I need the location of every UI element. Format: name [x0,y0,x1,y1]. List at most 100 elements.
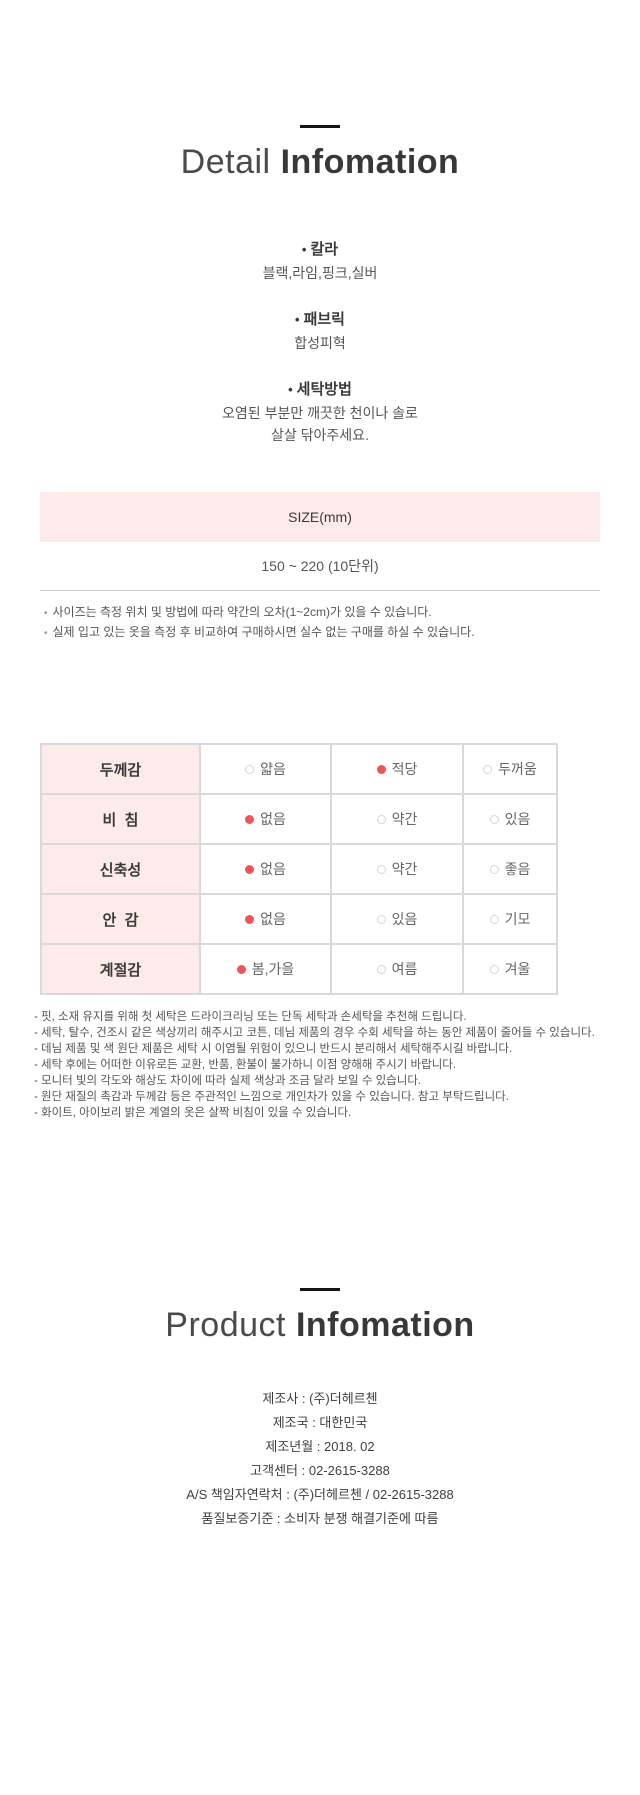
spec-header-label: 세탁방법 [296,381,352,398]
bullet-icon: • [301,242,307,257]
size-table: SIZE(mm) 150 ~ 220 (10단위) [40,492,600,591]
product-title-bold: Infomation [295,1306,475,1344]
radio-icon [245,914,255,924]
product-title-rule [300,1288,340,1291]
size-note-text: 사이즈는 측정 위치 및 방법에 따라 약간의 오차(1~2cm)가 있을 수 … [52,605,432,619]
radio-icon [489,814,499,824]
size-notes: • 사이즈는 측정 위치 및 방법에 따라 약간의 오차(1~2cm)가 있을 수… [44,603,640,643]
bullet-icon: • [44,628,48,639]
feature-row-label-thickness: 두께감 [41,744,200,794]
radio-icon [245,864,255,874]
care-note: - 핏, 소재 유지를 위해 첫 세탁은 드라이크리닝 또는 단독 세탁과 손세… [34,1011,467,1023]
spec-value: 오염된 부분만 깨끗한 천이나 솔로 [222,405,418,421]
radio-option-label: 적당 [391,761,418,777]
radio-option-label: 약간 [391,861,418,877]
spec-list: • 칼라 블랙,라임,핑크,실버 • 패브릭 합성피혁 • 세탁방법 오염된 부분만 … [0,238,640,446]
radio-option-label: 두꺼움 [498,761,537,777]
spec-header: • 칼라 [0,238,640,262]
detail-title-rule [300,125,340,128]
radio-option-label: 없음 [260,861,286,877]
radio-option: 여름 [331,944,463,994]
radio-option-label: 약간 [391,811,418,827]
care-note: - 세탁, 탈수, 건조시 같은 색상끼리 해주시고 코튼, 데님 제품의 경우… [34,1027,595,1039]
care-note: - 화이트, 아이보리 밝은 계열의 옷은 살짝 비침이 있을 수 있습니다. [34,1107,352,1119]
bullet-icon: • [44,608,48,619]
spec-value: 합성피혁 [294,335,346,351]
radio-option-label: 있음 [504,811,531,827]
care-note: - 데님 제품 및 색 원단 제품은 세탁 시 이염될 위험이 있으니 반드시 … [34,1043,513,1055]
product-info-date: 제조년월 : 2018. 02 [265,1439,375,1454]
radio-icon [245,814,255,824]
bullet-icon: • [288,382,293,397]
size-note-text: 실제 입고 있는 옷을 측정 후 비교하여 구매하시면 실수 없는 구매를 하실… [52,625,475,639]
radio-option-label: 봄,가을 [251,961,295,977]
radio-option-label: 여름 [391,961,418,977]
radio-icon [376,914,386,924]
spec-header-label: 패브릭 [303,311,345,328]
spec-header: • 패브릭 [0,308,640,332]
radio-option-label: 얇음 [260,761,286,777]
feature-row-label-elasticity: 신축성 [41,844,200,894]
radio-option: 있음 [331,894,463,944]
spec-section-fabric: • 패브릭 합성피혁 [0,308,640,354]
radio-icon [376,864,386,874]
feature-row-label-lining: 안 감 [41,894,200,944]
feature-row-label-season: 계절감 [41,944,200,994]
product-section-title: Product Infomation [0,1305,640,1345]
radio-icon [489,914,499,924]
radio-icon [483,764,493,774]
detail-section-title: Detail Infomation [0,142,640,182]
spec-value: 살살 닦아주세요. [271,427,369,443]
radio-option: 없음 [200,894,331,944]
bullet-icon: • [295,312,300,327]
feature-table: 두께감 얇음 적당 두꺼움 비 침 없음 약간 있음 신축성 없음 약간 좋음 … [40,743,558,995]
radio-option: 없음 [200,794,331,844]
product-info-manufacturer: 제조사 : (주)더헤르첸 [262,1391,378,1406]
radio-option: 적당 [331,744,463,794]
detail-title-light: Detail [180,143,271,181]
spec-header-label: 칼라 [310,241,339,258]
care-note: - 모니터 빛의 각도와 해상도 차이에 따라 실제 색상과 조금 달라 보일 … [34,1075,422,1087]
size-note: • 사이즈는 측정 위치 및 방법에 따라 약간의 오차(1~2cm)가 있을 수… [44,603,640,623]
radio-option: 기모 [463,894,557,944]
radio-option-label: 없음 [260,911,286,927]
radio-option: 좋음 [463,844,557,894]
product-title-light: Product [165,1306,286,1344]
spec-value: 블랙,라임,핑크,실버 [262,265,378,281]
radio-option-label: 있음 [391,911,418,927]
product-info-list: 제조사 : (주)더헤르첸 제조국 : 대한민국 제조년월 : 2018. 02… [0,1387,640,1531]
radio-option: 약간 [331,794,463,844]
feature-row-label-sheerness: 비 침 [41,794,200,844]
radio-option: 두꺼움 [463,744,557,794]
size-note: • 실제 입고 있는 옷을 측정 후 비교하여 구매하시면 실수 없는 구매를 하… [44,623,640,643]
radio-icon [489,964,499,974]
product-info-country: 제조국 : 대한민국 [272,1415,368,1430]
care-note: - 원단 재질의 촉감과 두께감 등은 주관적인 느낌으로 개인차가 있을 수 … [34,1091,509,1103]
care-notes: - 핏, 소재 유지를 위해 첫 세탁은 드라이크리닝 또는 단독 세탁과 손세… [34,1009,640,1121]
radio-option: 없음 [200,844,331,894]
radio-icon [376,964,386,974]
radio-option: 약간 [331,844,463,894]
radio-icon [489,864,499,874]
radio-option-label: 기모 [504,911,531,927]
radio-icon [376,814,386,824]
radio-option: 있음 [463,794,557,844]
radio-option: 얇음 [200,744,331,794]
spec-header: • 세탁방법 [0,378,640,402]
radio-option: 겨울 [463,944,557,994]
product-info-customer-center: 고객센터 : 02-2615-3288 [250,1463,390,1478]
spec-section-color: • 칼라 블랙,라임,핑크,실버 [0,238,640,284]
size-table-header: SIZE(mm) [40,492,600,542]
radio-option-label: 좋음 [504,861,531,877]
radio-icon [236,964,246,974]
size-table-value: 150 ~ 220 (10단위) [40,542,600,591]
product-info-as-contact: A/S 책임자연락처 : (주)더헤르첸 / 02-2615-3288 [186,1487,454,1502]
radio-option-label: 없음 [260,811,286,827]
product-info-warranty: 품질보증기준 : 소비자 분쟁 해결기준에 따름 [201,1511,439,1526]
detail-title-bold: Infomation [280,143,460,181]
radio-icon [376,764,386,774]
radio-option-label: 겨울 [504,961,531,977]
radio-option: 봄,가을 [200,944,331,994]
radio-icon [245,764,255,774]
spec-section-washing: • 세탁방법 오염된 부분만 깨끗한 천이나 솔로 살살 닦아주세요. [0,378,640,446]
